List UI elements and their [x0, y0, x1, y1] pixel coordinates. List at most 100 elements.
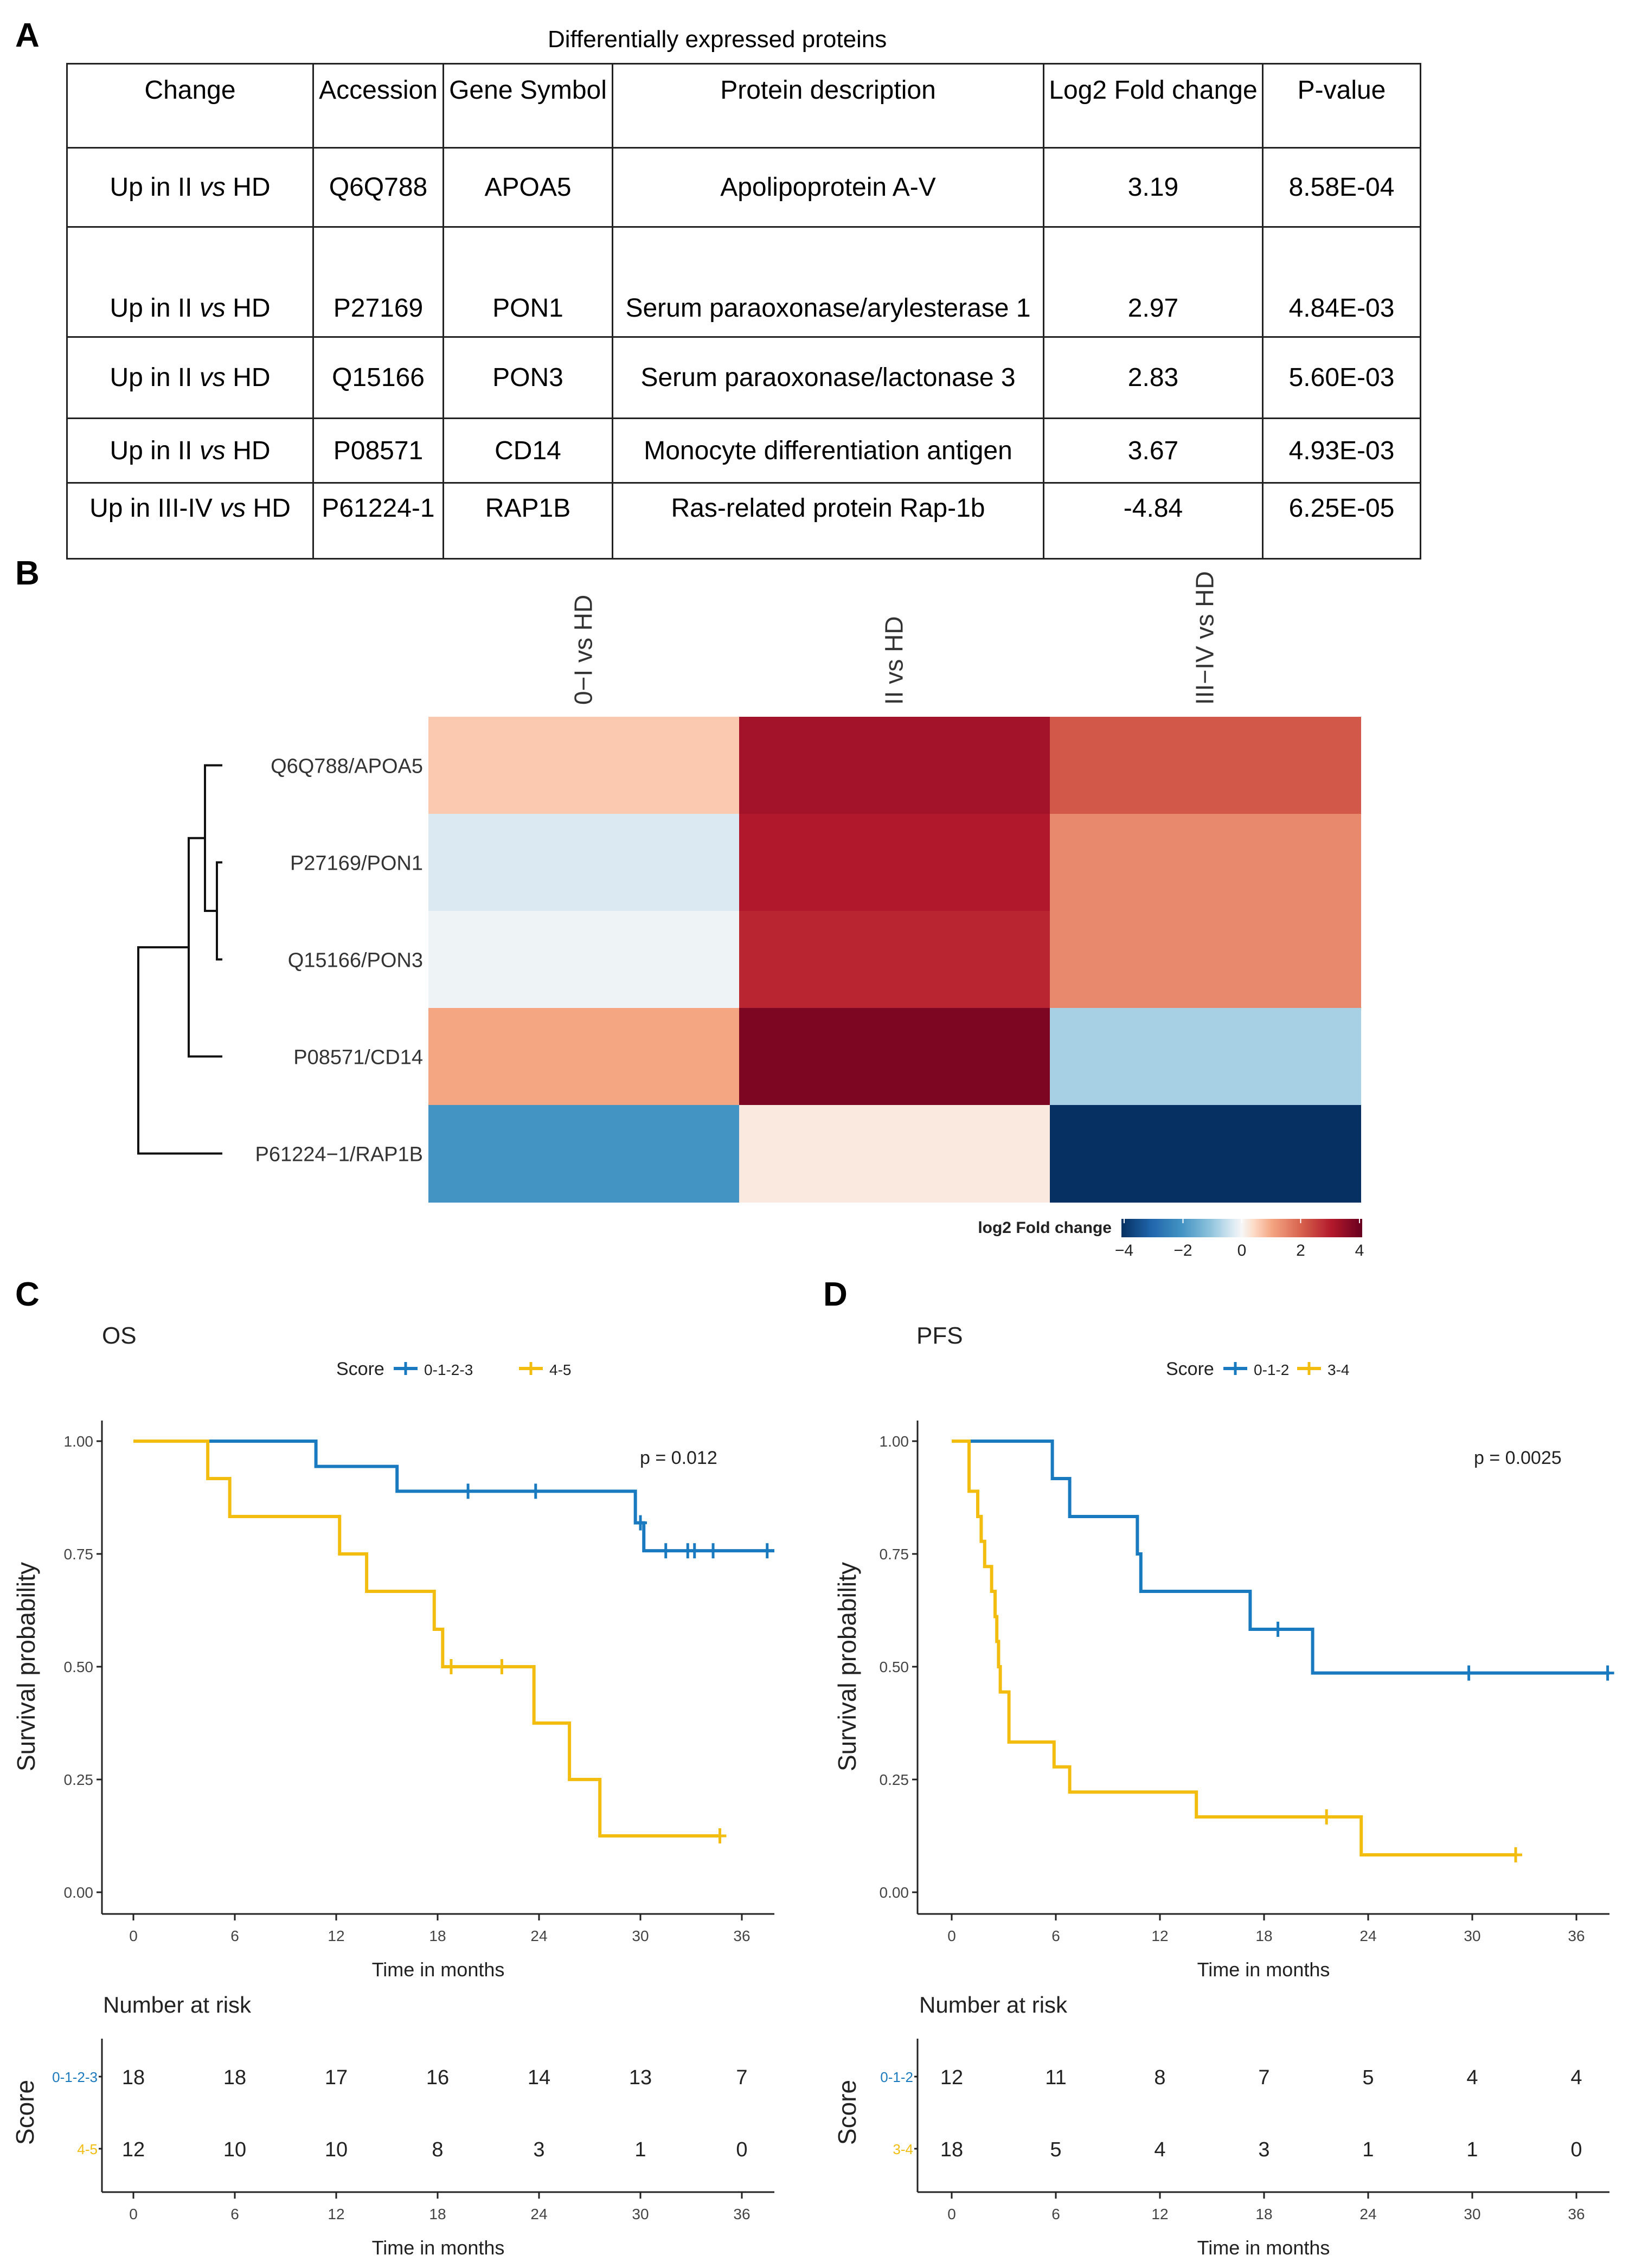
cell-pvalue: 5.60E-03 [1262, 336, 1421, 419]
table-row: Up in III-IV vs HD P61224-1 RAP1B Ras-re… [66, 482, 1421, 560]
plot-subtitle: OS [102, 1322, 137, 1349]
heatmap-row-label: Q15166/PON3 [288, 949, 423, 972]
risk-count: 18 [223, 2066, 246, 2089]
heatmap-cell [739, 1008, 1050, 1106]
cell-gene-symbol: CD14 [442, 417, 613, 484]
x-tick-label: 0 [129, 1928, 138, 1944]
risk-count: 4 [1570, 2066, 1582, 2089]
legend-label: 0-1-2-3 [424, 1361, 473, 1378]
cell-description: Ras-related protein Rap-1b [612, 482, 1044, 560]
risk-table-y-title: Score [833, 2080, 861, 2145]
risk-count: 12 [940, 2066, 963, 2089]
risk-count: 1 [1362, 2138, 1374, 2161]
p-value-label: p = 0.012 [640, 1448, 717, 1468]
risk-x-tick-label: 12 [328, 2206, 344, 2222]
heatmap-cell [1050, 1105, 1361, 1203]
dendrogram-branch [204, 764, 222, 912]
risk-count: 5 [1050, 2138, 1061, 2161]
risk-x-tick-label: 18 [429, 2206, 446, 2222]
header-p-value: P-value [1262, 63, 1421, 149]
risk-count: 10 [325, 2138, 348, 2161]
x-tick-label: 24 [530, 1928, 547, 1944]
risk-count: 1 [634, 2138, 646, 2161]
cell-pvalue: 4.93E-03 [1262, 417, 1421, 484]
risk-count: 3 [1258, 2138, 1269, 2161]
survival-curve-0-1-2-3 [133, 1440, 774, 1553]
y-tick-label: 0.00 [880, 1884, 909, 1901]
table-title: Differentially expressed proteins [548, 26, 887, 53]
x-tick-label: 6 [230, 1928, 239, 1944]
risk-table-x-title: Time in months [372, 2237, 505, 2259]
survival-curve-4-5 [133, 1440, 720, 1837]
p-value-label: p = 0.0025 [1474, 1448, 1562, 1468]
cell-log2fc: 3.67 [1043, 417, 1264, 484]
panel-label-a: A [15, 17, 40, 54]
heatmap-cell [428, 911, 740, 1008]
differential-protein-table: Change Accession Gene Symbol Protein des… [66, 63, 1421, 560]
risk-table-row-label: 0-1-2-3 [52, 2069, 98, 2085]
heatmap-column-label: II vs HD [880, 616, 908, 705]
x-tick-label: 12 [1151, 1928, 1168, 1944]
risk-count: 7 [1258, 2066, 1269, 2089]
heatmap-cell [428, 814, 740, 911]
x-axis-title: Time in months [372, 1958, 505, 1981]
cell-description: Apolipoprotein A-V [612, 147, 1044, 228]
risk-x-tick-label: 18 [1255, 2206, 1272, 2222]
risk-count: 5 [1362, 2066, 1374, 2089]
x-axis-title: Time in months [1197, 1958, 1330, 1981]
heatmap-row-label: Q6Q788/APOA5 [271, 755, 423, 778]
x-tick-label: 30 [1464, 1928, 1480, 1944]
heatmap-cell [1050, 1008, 1361, 1106]
heatmap-cell [739, 1105, 1050, 1203]
risk-count: 7 [736, 2066, 747, 2089]
cell-change: Up in III-IV vs HD [66, 482, 314, 560]
panel-label-d: D [823, 1276, 848, 1313]
colorbar-tick-label: −2 [1173, 1242, 1192, 1260]
cell-gene-symbol: APOA5 [442, 147, 613, 228]
risk-count: 8 [432, 2138, 443, 2161]
x-tick-label: 6 [1051, 1928, 1060, 1944]
risk-x-tick-label: 0 [129, 2206, 138, 2222]
legend-label: 3-4 [1327, 1361, 1349, 1378]
cell-pvalue: 8.58E-04 [1262, 147, 1421, 228]
x-tick-label: 0 [947, 1928, 956, 1944]
risk-table-row-label: 4-5 [77, 2141, 98, 2157]
legend-title: Score [1166, 1359, 1214, 1379]
cell-gene-symbol: RAP1B [442, 482, 613, 560]
colorbar-title: log2 Fold change [978, 1219, 1112, 1237]
risk-table-x-title: Time in months [1197, 2237, 1330, 2259]
cell-change: Up in II vs HD [66, 336, 314, 419]
cell-accession: P27169 [312, 226, 444, 338]
colorbar-tick-label: 0 [1237, 1242, 1247, 1260]
header-protein-description: Protein description [612, 63, 1044, 149]
y-tick-label: 0.25 [64, 1771, 94, 1788]
y-axis-title: Survival probability [833, 1562, 861, 1771]
table-header-row: Change Accession Gene Symbol Protein des… [66, 63, 1421, 149]
risk-x-tick-label: 36 [1568, 2206, 1585, 2222]
colorbar-tick-label: 2 [1296, 1242, 1305, 1260]
risk-count: 18 [940, 2138, 963, 2161]
cell-gene-symbol: PON1 [442, 226, 613, 338]
risk-count: 16 [426, 2066, 449, 2089]
colorbar-tick-label: −4 [1115, 1242, 1133, 1260]
x-tick-label: 30 [632, 1928, 649, 1944]
risk-x-tick-label: 24 [530, 2206, 547, 2222]
heatmap-column-label: III−IV vs HD [1191, 571, 1219, 705]
cell-change: Up in II vs HD [66, 417, 314, 484]
risk-count: 0 [1570, 2138, 1582, 2161]
heatmap-cell [1050, 911, 1361, 1008]
risk-x-tick-label: 30 [632, 2206, 649, 2222]
table-row: Up in II vs HD Q6Q788 APOA5 Apolipoprote… [66, 147, 1421, 228]
panel-label-c: C [15, 1276, 40, 1313]
x-tick-label: 12 [328, 1928, 344, 1944]
risk-table-title: Number at risk [919, 1992, 1068, 2018]
legend-label: 4-5 [549, 1361, 571, 1378]
y-tick-label: 1.00 [880, 1433, 909, 1450]
cell-log2fc: 2.97 [1043, 226, 1264, 338]
x-tick-label: 24 [1359, 1928, 1376, 1944]
risk-count: 10 [223, 2138, 246, 2161]
y-axis-title: Survival probability [12, 1562, 40, 1771]
cell-log2fc: 3.19 [1043, 147, 1264, 228]
risk-count: 11 [1045, 2066, 1066, 2089]
risk-table-row-label: 3-4 [893, 2141, 913, 2157]
